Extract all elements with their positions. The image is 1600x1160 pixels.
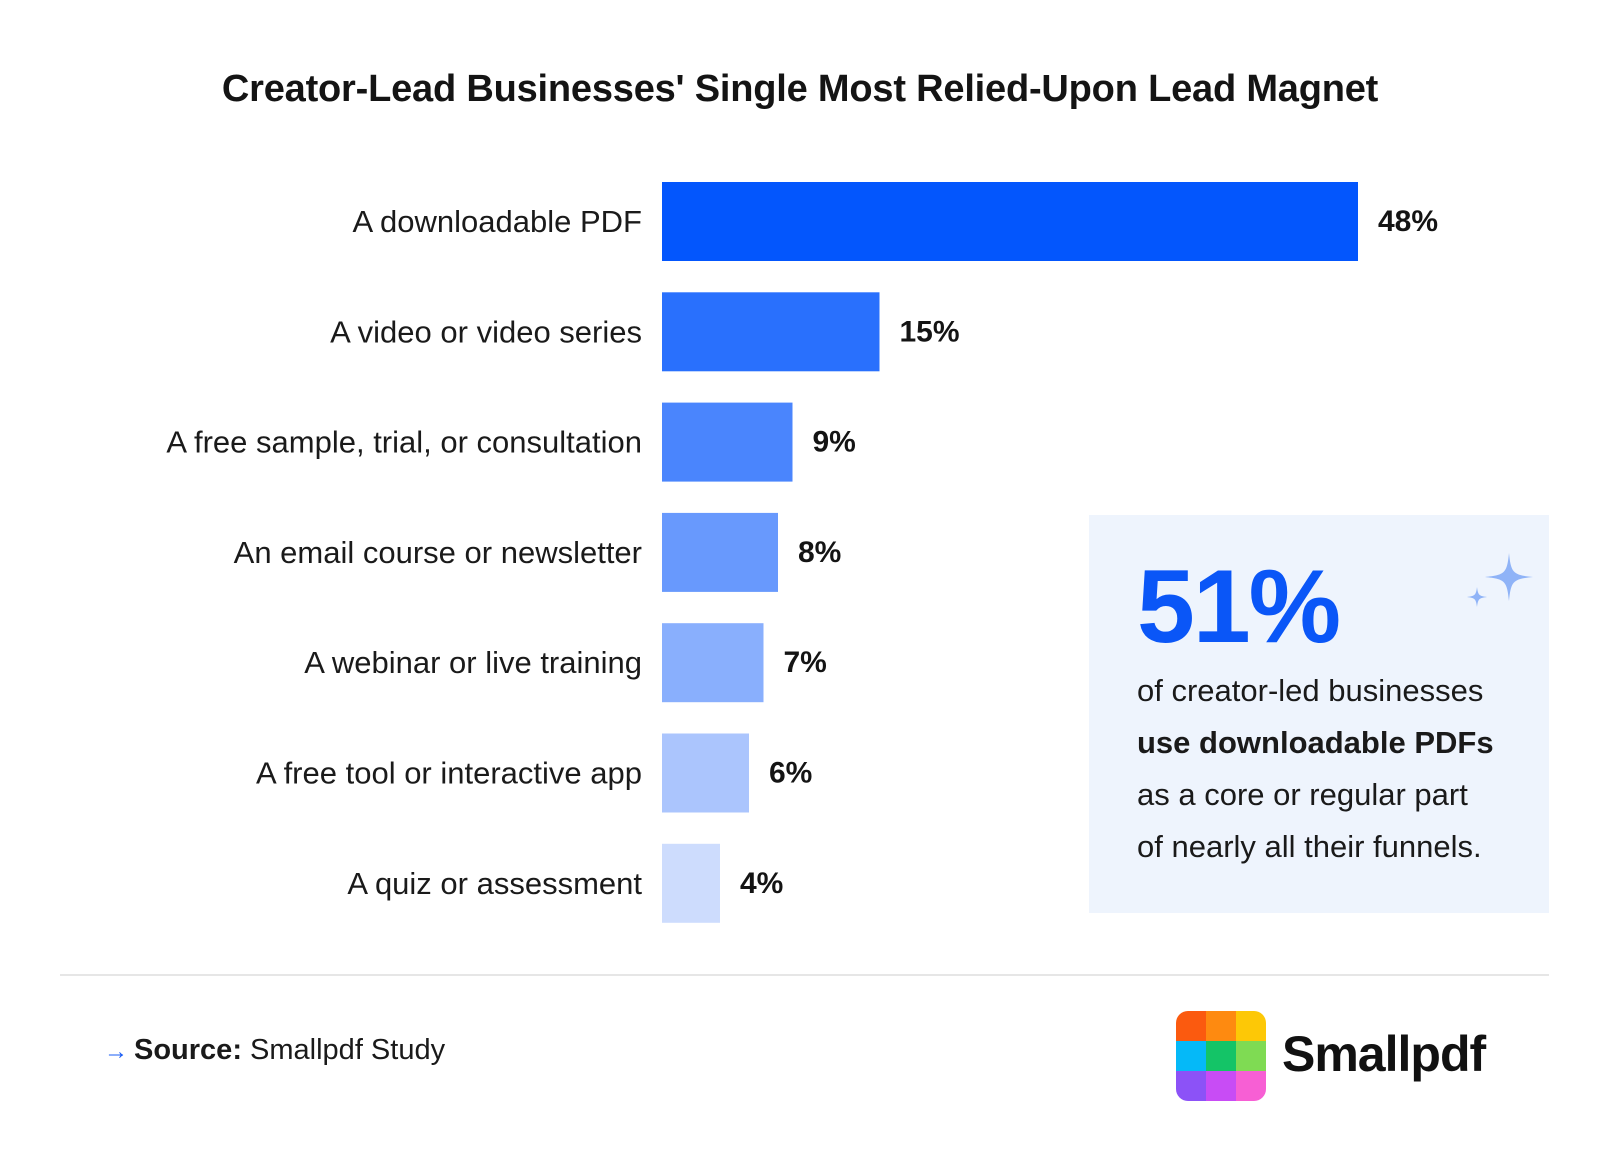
- callout-big-number: 51%: [1137, 549, 1341, 665]
- category-label: An email course or newsletter: [234, 535, 642, 570]
- logo-cell: [1176, 1071, 1206, 1101]
- logo-cell: [1206, 1071, 1236, 1101]
- category-label: A free sample, trial, or consultation: [166, 425, 642, 460]
- callout-line-3: as a core or regular part: [1137, 777, 1468, 812]
- sparkle-icon: [1467, 553, 1533, 607]
- callout-line-1: of creator-led businesses: [1137, 673, 1484, 708]
- logo-cell: [1176, 1041, 1206, 1071]
- bar-5: [662, 733, 749, 813]
- logo-cell: [1236, 1071, 1266, 1101]
- value-label: 15%: [900, 315, 960, 348]
- footer-divider: [60, 974, 1549, 976]
- value-label: 6%: [769, 757, 812, 790]
- category-label: A video or video series: [330, 314, 642, 349]
- chart-title: Creator-Lead Businesses' Single Most Rel…: [221, 68, 1379, 110]
- bar-6: [662, 843, 720, 923]
- source-note: → Source: Smallpdf Study: [104, 1034, 445, 1067]
- bar-0: [662, 182, 1358, 261]
- value-label: 4%: [740, 867, 783, 900]
- bar-1: [662, 292, 880, 372]
- logo-cell: [1236, 1041, 1266, 1071]
- source-label: Source:: [134, 1034, 242, 1066]
- source-value: Smallpdf Study: [241, 1034, 446, 1066]
- value-label: 7%: [784, 646, 827, 679]
- category-label: A quiz or assessment: [347, 866, 642, 901]
- callout-line-2: use downloadable PDFs: [1137, 725, 1494, 760]
- brand-name: Smallpdf: [1282, 1026, 1486, 1082]
- callout-text: of creator-led businesses use downloadab…: [1137, 665, 1537, 873]
- category-label: A free tool or interactive app: [256, 756, 642, 791]
- logo-cell: [1236, 1011, 1266, 1041]
- value-label: 9%: [813, 426, 856, 459]
- bar-chart: A downloadable PDF 48% A video or video se…: [166, 182, 1438, 923]
- callout-line-4: of nearly all their funnels.: [1137, 829, 1482, 864]
- value-label: 8%: [798, 536, 841, 569]
- arrow-right-icon: →: [104, 1038, 128, 1065]
- value-label: 48%: [1378, 205, 1438, 238]
- callout-box: 51% of creator-led businesses use downlo…: [1089, 515, 1549, 913]
- category-label: A webinar or live training: [304, 645, 642, 680]
- logo-cell: [1176, 1011, 1206, 1041]
- bar-2: [662, 402, 793, 482]
- logo-cell: [1206, 1011, 1236, 1041]
- logo-cell: [1206, 1041, 1236, 1071]
- bar-3: [662, 512, 778, 592]
- smallpdf-logo-icon: [1176, 1011, 1266, 1101]
- bar-4: [662, 623, 764, 703]
- category-label: A downloadable PDF: [352, 204, 642, 239]
